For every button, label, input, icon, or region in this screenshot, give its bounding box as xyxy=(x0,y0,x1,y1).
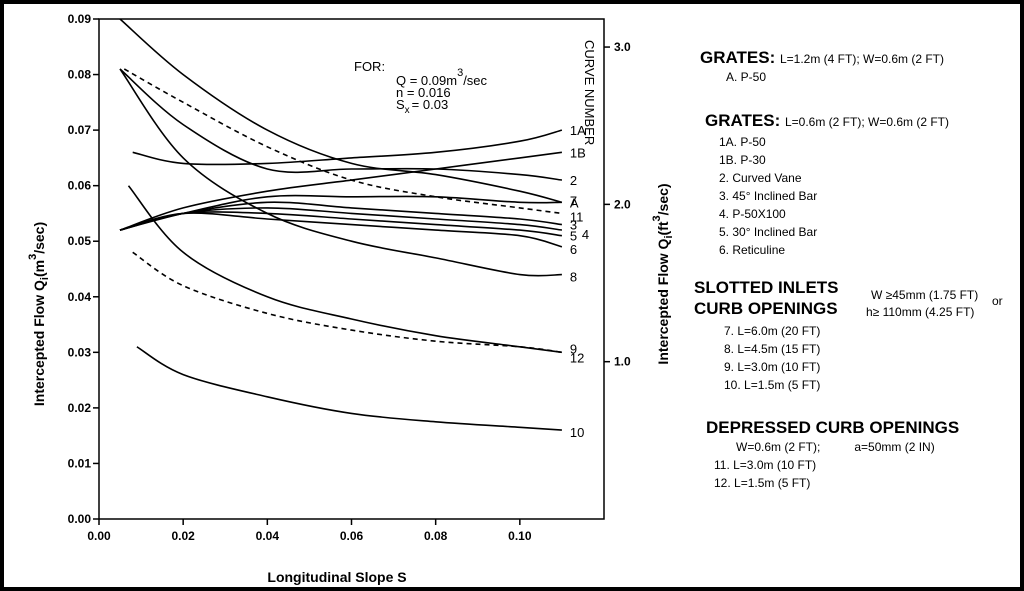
legend-slotted-or: or xyxy=(992,294,1003,308)
curve-label-7: 7 xyxy=(570,193,577,208)
x-tick-label: 0.00 xyxy=(87,529,111,543)
curve-label-1a: 1A xyxy=(570,123,586,138)
legend-slotted-curb: SLOTTED INLETS CURB OPENINGS W ≥45mm (1.… xyxy=(694,278,1014,394)
y-tick-label: 0.07 xyxy=(68,123,92,137)
curve-label-10: 10 xyxy=(570,425,584,440)
curve-label-11: 11 xyxy=(570,209,584,224)
curve-label-8: 8 xyxy=(570,270,577,285)
legend-grates-2-header: GRATES: L=0.6m (2 FT); W=0.6m (2 FT) xyxy=(705,111,950,130)
y-tick-label: 0.03 xyxy=(68,345,92,359)
sx-line: Sx = 0.03 xyxy=(396,97,448,116)
legend-grates-1: GRATES: L=1.2m (4 FT); W=0.6m (2 FT) A. … xyxy=(700,48,944,86)
y2-tick-label: 2.0 xyxy=(614,197,631,211)
legend-item-7: 7. L=6.0m (20 FT) xyxy=(724,324,821,338)
legend-item-10: 10. L=1.5m (5 FT) xyxy=(724,378,821,392)
for-heading: FOR: xyxy=(354,59,385,74)
legend-item-1a: 1A. P-50 xyxy=(719,135,766,149)
series-line-8 xyxy=(119,68,562,277)
figure-frame: 0.00 0.01 0.02 0.03 0.04 0.05 0.06 0.07 0.08 0.09… xyxy=(4,4,1020,587)
q-line: Q = 0.09m3/sec xyxy=(396,67,488,88)
y-tick-label: 0.06 xyxy=(68,179,92,193)
legend-item-5: 5. 30° Inclined Bar xyxy=(719,225,818,239)
curve-label-1b: 1B xyxy=(570,145,586,160)
y-tick-label: 0.08 xyxy=(68,68,92,82)
curve-label-5: 5 xyxy=(570,229,577,244)
y-tick-label: 0.02 xyxy=(68,401,92,415)
legend-item-1b: 1B. P-30 xyxy=(719,153,766,167)
legend-slotted-header: SLOTTED INLETS xyxy=(694,278,839,297)
curve-label-6: 6 xyxy=(570,242,577,257)
series-line-10 xyxy=(136,346,562,431)
series-line-11 xyxy=(123,68,563,215)
curve-label-9: 9 xyxy=(570,341,577,356)
y-tick-label: 0.04 xyxy=(68,290,92,304)
y-axis-title-right: Intercepted Flow Qi(ft3/sec) xyxy=(651,183,675,364)
legend-item-12: 12. L=1.5m (5 FT) xyxy=(714,476,811,490)
legend-slotted-spec-h: h≥ 110mm (4.25 FT) xyxy=(866,305,975,319)
series-line-a xyxy=(119,18,563,204)
legend-item-6: 6. Reticuline xyxy=(719,243,786,257)
x-tick-label: 0.06 xyxy=(340,529,364,543)
axes: 0.00 0.01 0.02 0.03 0.04 0.05 0.06 0.07 0.08 0.09… xyxy=(68,12,631,543)
legend-item-4: 4. P-50X100 xyxy=(719,207,786,221)
y-tick-label: 0.00 xyxy=(68,512,92,526)
x-axis-title: Longitudinal Slope S xyxy=(267,569,406,585)
y-axis-title-left: Intercepted Flow Qi(m3/sec) xyxy=(27,222,51,406)
legend-item-2: 2. Curved Vane xyxy=(719,171,802,185)
legend-item-11: 11. L=3.0m (10 FT) xyxy=(714,458,817,472)
intercepted-flow-chart: 0.00 0.01 0.02 0.03 0.04 0.05 0.06 0.07 0.08 0.09… xyxy=(27,12,675,585)
n-line: n = 0.016 xyxy=(396,85,451,100)
series-group xyxy=(119,18,563,431)
legend-curb-header: CURB OPENINGS xyxy=(694,299,838,318)
legend-depressed-header: DEPRESSED CURB OPENINGS xyxy=(706,418,960,437)
legend-depressed-spec: W=0.6m (2 FT); a=50mm (2 IN) xyxy=(736,440,935,454)
legend-item-9: 9. L=3.0m (10 FT) xyxy=(724,360,821,374)
legend-depressed-curb: DEPRESSED CURB OPENINGS W=0.6m (2 FT); a=… xyxy=(706,418,959,492)
plot-frame xyxy=(98,18,605,520)
x-tick-label: 0.04 xyxy=(256,529,280,543)
series-line-2 xyxy=(119,68,563,181)
x-tick-label: 0.02 xyxy=(171,529,195,543)
legend-item-3: 3. 45° Inclined Bar xyxy=(719,189,818,203)
for-note: FOR: Q = 0.09m3/sec n = 0.016 Sx = 0.03 xyxy=(354,59,488,116)
curve-label-12: 12 xyxy=(570,350,584,365)
series-line-6 xyxy=(119,212,563,248)
curve-number-heading: CURVE NUMBER xyxy=(582,40,597,145)
x-tick-label: 0.10 xyxy=(508,529,532,543)
curve-label-3: 3 xyxy=(570,218,577,233)
curve-label-a: A xyxy=(570,195,579,210)
legend-slotted-spec-w: W ≥45mm (1.75 FT) xyxy=(871,288,979,302)
legend-item-8: 8. L=4.5m (15 FT) xyxy=(724,342,821,356)
y2-tick-label: 3.0 xyxy=(614,40,631,54)
curve-label-4: 4 xyxy=(582,227,589,242)
y-tick-label: 0.05 xyxy=(68,234,92,248)
y-tick-label: 0.09 xyxy=(68,12,92,26)
y-tick-label: 0.01 xyxy=(68,456,92,470)
legend-grates-1-header: GRATES: L=1.2m (4 FT); W=0.6m (2 FT) xyxy=(700,48,945,67)
series-line-12 xyxy=(132,251,563,354)
curve-label-2: 2 xyxy=(570,173,577,188)
legend-item-a: A. P-50 xyxy=(726,70,767,84)
legend-grates-2: GRATES: L=0.6m (2 FT); W=0.6m (2 FT) 1A.… xyxy=(705,111,949,259)
y2-tick-label: 1.0 xyxy=(614,355,631,369)
x-tick-label: 0.08 xyxy=(424,529,448,543)
series-line-1a xyxy=(132,129,563,166)
